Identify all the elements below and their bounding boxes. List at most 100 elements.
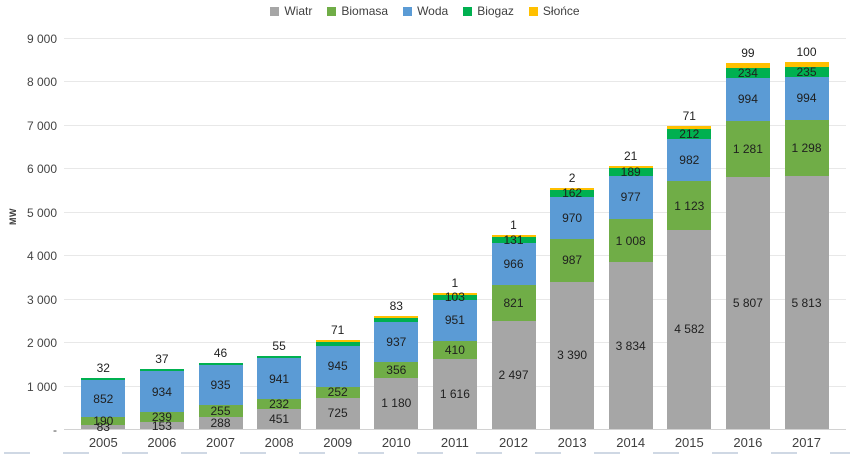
- bar-segment-label-biomasa: 255: [210, 403, 231, 418]
- bar-segment-label-wiatr: 2 497: [498, 367, 529, 382]
- bar-segment-label-biomasa: 410: [444, 342, 465, 357]
- bar-segment-label-wiatr: 83: [96, 420, 110, 435]
- x-axis-label: 2017: [792, 435, 821, 450]
- bar-segment-wiatr: 1 616: [432, 358, 477, 429]
- bar-segment-wiatr: 1 180: [374, 377, 419, 429]
- x-axis-label: 2015: [674, 435, 704, 450]
- cropped-bottom-row-decoration: [4, 452, 850, 454]
- bar-segment-slonce: [315, 340, 360, 343]
- x-axis-label: 2009: [323, 435, 353, 450]
- bar-total-top-label: 21: [624, 149, 638, 163]
- x-axis-label: 2010: [381, 435, 411, 450]
- bar-segment-biomasa: 239: [139, 411, 184, 423]
- bar-segment-label-wiatr: 3 834: [615, 338, 646, 353]
- y-tick-label: 7 000: [26, 118, 57, 133]
- bar-total-top-label: 55: [272, 339, 286, 354]
- bar-total-top-label: 71: [331, 323, 345, 338]
- bar-segment-wiatr: 5 807: [725, 176, 770, 429]
- legend-swatch-biomasa: [327, 6, 337, 16]
- legend-swatch-biogaz: [463, 6, 473, 16]
- y-tick-label: 6 000: [26, 162, 57, 177]
- bar-segment-label-woda: 982: [679, 152, 700, 167]
- bar-segment-wiatr: 83: [81, 421, 126, 433]
- bar-segment-biomasa: 1 008: [608, 218, 653, 263]
- bar-segment-woda: 970: [550, 196, 595, 239]
- x-axis-line: [64, 429, 846, 430]
- y-tick-label: 8 000: [26, 75, 57, 90]
- legend-swatch-wiatr: [270, 6, 280, 16]
- bar-segment-woda: 994: [725, 77, 770, 122]
- bar-segment-wiatr: 3 834: [608, 262, 653, 429]
- bar-segment-biogaz: [257, 356, 302, 359]
- y-tick-label: 1 000: [26, 379, 57, 394]
- x-axis-label: 2007: [206, 435, 235, 450]
- bar-total-top-label: 46: [213, 345, 228, 360]
- bar-segment-label-woda: 935: [210, 378, 231, 393]
- bar-2009: 725 252 945 71: [315, 38, 360, 429]
- bar-segment-slonce: [608, 166, 653, 168]
- bar-segment-woda: 941: [257, 358, 302, 400]
- x-axis-label: 2016: [733, 435, 763, 450]
- bar-segment-biogaz: 162: [550, 186, 595, 201]
- bar-segment-biogaz: [374, 317, 419, 322]
- bar-segment-slonce: [784, 62, 829, 67]
- bar-segment-woda: 951: [432, 299, 477, 341]
- y-tick-label: -: [53, 423, 57, 437]
- legend-item-biogaz: Biogaz: [463, 4, 514, 18]
- bar-segment-label-wiatr: 1 180: [381, 396, 412, 411]
- bar-segment-woda: 966: [491, 242, 536, 285]
- y-tick-label: 9 000: [26, 32, 57, 46]
- bar-total-top-label: 2: [568, 170, 576, 185]
- bar-2016: 5 807 1 281 994 234 99: [725, 38, 770, 429]
- bar-segment-biogaz: 235: [784, 64, 829, 79]
- y-tick-label: 4 000: [26, 249, 57, 264]
- bar-total-top-label: 37: [155, 352, 169, 367]
- bar-2014: 3 834 1 008 977 189 21: [608, 38, 653, 429]
- legend-label-wiatr: Wiatr: [284, 4, 313, 18]
- bar-segment-label-wiatr: 5 813: [791, 295, 822, 310]
- bar-segment-label-biogaz: 162: [562, 186, 583, 201]
- bar-total-top-label: 1: [510, 218, 517, 233]
- legend-swatch-woda: [403, 6, 413, 16]
- bar-segment-wiatr: 451: [257, 409, 302, 429]
- bar-segment-label-biomasa: 1 008: [615, 233, 646, 248]
- bar-segment-label-biogaz: 234: [737, 65, 758, 80]
- bar-segment-label-wiatr: 1 616: [439, 386, 470, 401]
- bar-segment-wiatr: 2 497: [491, 320, 536, 429]
- bar-2015: 4 582 1 123 982 212 71: [667, 38, 712, 429]
- bar-2011: 1 616 410 951 103 1: [432, 38, 477, 429]
- bar-segment-label-biomasa: 1 123: [674, 198, 705, 213]
- bar-segment-slonce: [667, 126, 712, 130]
- bar-2017: 5 813 1 298 994 235 100: [784, 38, 829, 429]
- bar-segment-wiatr: 288: [198, 416, 243, 429]
- gridline: [64, 211, 846, 213]
- bar-segment-label-biomasa: 232: [269, 397, 290, 412]
- bar-segment-label-woda: 945: [327, 359, 348, 374]
- bar-total-top-label: 99: [741, 46, 755, 61]
- bar-2005: 83 190 852 32: [81, 38, 126, 433]
- legend-swatch-slonce: [528, 6, 538, 16]
- bar-2010: 1 180 356 937 83: [374, 38, 419, 429]
- bar-total-top-label: 83: [389, 298, 403, 313]
- bar-segment-biomasa: 190: [81, 415, 126, 427]
- bar-total-top-label: 32: [96, 361, 110, 376]
- bar-segment-label-woda: 951: [444, 313, 465, 328]
- bar-segment-slonce: [374, 315, 419, 318]
- legend-item-wiatr: Wiatr: [270, 4, 312, 18]
- bar-segment-label-woda: 977: [620, 190, 641, 205]
- bar-segment-biogaz: [139, 369, 184, 372]
- legend-item-slonce: Słońce: [528, 4, 580, 18]
- bar-segment-biogaz: [81, 378, 126, 381]
- bar-segment-biogaz: 189: [608, 166, 653, 178]
- bar-2012: 2 497 821 966 131 1: [491, 38, 536, 429]
- bar-segment-biomasa: 821: [491, 284, 536, 321]
- x-axis-label: 2008: [264, 435, 294, 450]
- legend-label-biomasa: Biomasa: [341, 4, 389, 18]
- x-axis-label: 2012: [499, 435, 528, 450]
- bar-segment-label-biomasa: 1 281: [732, 141, 763, 156]
- legend-label-slonce: Słońce: [542, 4, 580, 18]
- bar-segment-label-biogaz: 235: [796, 64, 817, 79]
- bar-segment-wiatr: 5 813: [784, 176, 829, 429]
